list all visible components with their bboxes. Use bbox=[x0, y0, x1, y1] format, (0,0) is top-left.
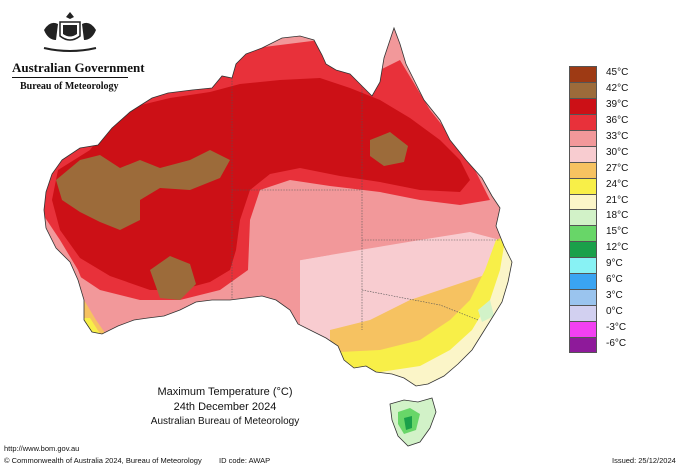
legend-label: 3°C bbox=[606, 290, 623, 302]
legend-item: 39°C bbox=[569, 97, 669, 114]
legend-swatch bbox=[569, 257, 597, 274]
legend-item: 9°C bbox=[569, 257, 669, 274]
id-code-text: ID code: AWAP bbox=[219, 456, 271, 465]
legend-item: 30°C bbox=[569, 145, 669, 162]
legend-item: 27°C bbox=[569, 161, 669, 178]
legend-label: 21°C bbox=[606, 194, 629, 206]
legend-swatch bbox=[569, 145, 597, 162]
legend-label: 27°C bbox=[606, 162, 629, 174]
zone-39c-north bbox=[52, 78, 470, 290]
legend-item: 15°C bbox=[569, 225, 669, 242]
issued-date: Issued: 25/12/2024 bbox=[612, 456, 676, 465]
legend-label: 39°C bbox=[606, 98, 629, 110]
legend-swatch bbox=[569, 193, 597, 210]
state-borders bbox=[231, 78, 500, 330]
legend-item: 12°C bbox=[569, 241, 669, 258]
legend-item: 21°C bbox=[569, 193, 669, 210]
legend-label: 9°C bbox=[606, 258, 623, 270]
legend-item: -3°C bbox=[569, 321, 669, 337]
legend-label: 36°C bbox=[606, 114, 629, 126]
legend-label: -3°C bbox=[606, 322, 627, 333]
legend-swatch bbox=[569, 209, 597, 226]
legend-swatch bbox=[569, 321, 597, 337]
legend-label: 6°C bbox=[606, 274, 623, 286]
zone-42c-queensland bbox=[370, 132, 408, 166]
legend-item: 6°C bbox=[569, 273, 669, 290]
legend-swatch bbox=[569, 66, 597, 82]
government-name: Australian Government bbox=[12, 60, 145, 75]
legend-swatch bbox=[569, 225, 597, 242]
map-source: Australian Bureau of Meteorology bbox=[150, 416, 300, 427]
legend-label: 0°C bbox=[606, 306, 623, 318]
legend-label: 18°C bbox=[606, 210, 629, 222]
legend-swatch bbox=[569, 305, 597, 321]
legend-item: 18°C bbox=[569, 209, 669, 226]
legend-swatch bbox=[569, 289, 597, 306]
legend-label: 30°C bbox=[606, 146, 629, 158]
legend-swatch bbox=[569, 161, 597, 178]
bureau-name: Bureau of Meteorology bbox=[20, 81, 119, 92]
legend-swatch bbox=[569, 113, 597, 130]
legend-item: 3°C bbox=[569, 289, 669, 306]
map-date: 24th December 2024 bbox=[173, 401, 277, 413]
copyright-text: © Commonwealth of Australia 2024, Bureau… bbox=[4, 456, 202, 465]
map-title-block: Maximum Temperature (°C) 24th December 2… bbox=[140, 385, 310, 429]
legend-item: 36°C bbox=[569, 113, 669, 130]
zone-33c-central bbox=[258, 215, 360, 262]
coat-of-arms-icon bbox=[43, 12, 97, 52]
legend-label: 33°C bbox=[606, 130, 629, 142]
legend-item: 33°C bbox=[569, 129, 669, 146]
temperature-legend: 45°C 42°C 39°C 36°C 33°C 30°C 27°C 24°C … bbox=[569, 66, 669, 353]
legend-swatch bbox=[569, 129, 597, 146]
zone-42c-interior bbox=[150, 256, 196, 300]
zone-18c-coastal-pocket bbox=[478, 300, 494, 322]
map-title: Maximum Temperature (°C) bbox=[157, 386, 293, 398]
legend-label: -6°C bbox=[606, 337, 627, 349]
tasmania bbox=[389, 397, 437, 447]
legend-item: 45°C bbox=[569, 66, 669, 82]
website-url: http://www.bom.gov.au bbox=[4, 444, 80, 453]
legend-swatch bbox=[569, 336, 597, 353]
legend-swatch bbox=[569, 273, 597, 290]
zone-42c-west bbox=[56, 150, 230, 230]
legend-label: 42°C bbox=[606, 82, 629, 94]
legend-item: 42°C bbox=[569, 81, 669, 98]
legend-label: 12°C bbox=[606, 242, 629, 254]
legend-swatch bbox=[569, 81, 597, 98]
legend-label: 15°C bbox=[606, 226, 629, 238]
legend-label: 45°C bbox=[606, 67, 629, 78]
legend-item: -6°C bbox=[569, 336, 669, 353]
legend-item: 24°C bbox=[569, 177, 669, 194]
legend-item: 0°C bbox=[569, 305, 669, 321]
legend-swatch bbox=[569, 241, 597, 258]
legend-swatch bbox=[569, 97, 597, 114]
legend-swatch bbox=[569, 177, 597, 194]
header-divider bbox=[12, 77, 128, 78]
legend-label: 24°C bbox=[606, 178, 629, 190]
footer-bar: © Commonwealth of Australia 2024, Bureau… bbox=[0, 452, 680, 467]
